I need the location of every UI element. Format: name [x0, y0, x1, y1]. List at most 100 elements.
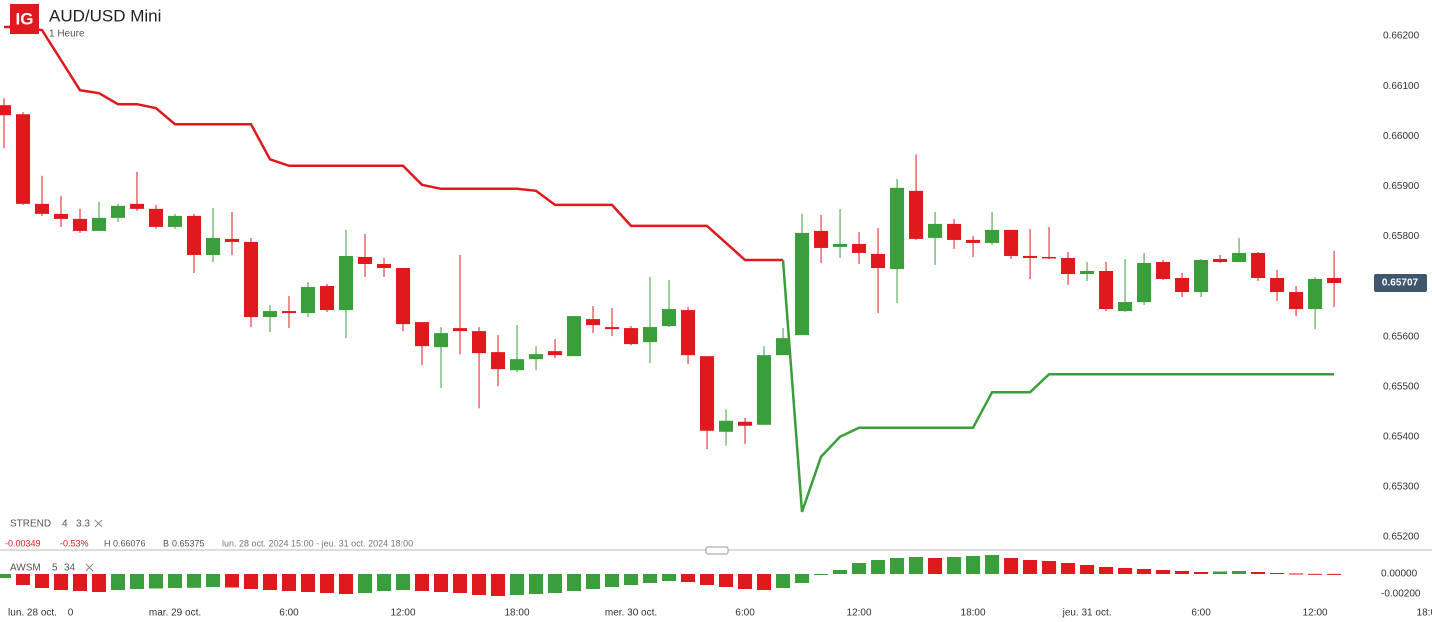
oscillator-bar — [1061, 563, 1076, 574]
candle-body — [776, 338, 791, 356]
candle-body — [91, 217, 107, 231]
oscillator-bar — [757, 574, 772, 590]
candle-body — [357, 256, 373, 264]
x-tick-label: 18:00 — [505, 608, 530, 619]
candle-body — [414, 322, 430, 347]
candle-body — [1213, 258, 1228, 262]
close-icon[interactable] — [85, 563, 94, 572]
y-tick-label: 0.65300 — [1383, 482, 1420, 493]
oscillator-bar — [776, 574, 791, 588]
oscillator-bar — [795, 574, 810, 583]
candle-body — [1232, 252, 1247, 262]
oscillator-bar — [833, 570, 848, 574]
oscillator-bar — [471, 574, 487, 595]
candle-body — [1023, 255, 1038, 258]
candle-body — [757, 355, 772, 425]
candle-body — [681, 310, 696, 356]
candle-body — [490, 352, 506, 370]
y-tick-label: 0.65500 — [1383, 381, 1420, 392]
oscillator-bar — [186, 574, 202, 588]
candle-body — [871, 253, 886, 268]
candle-body — [966, 239, 981, 243]
x-tick-label: mer. 30 oct. — [605, 608, 657, 619]
oscillator-bar — [643, 574, 658, 583]
oscillator-bar — [243, 574, 259, 589]
oscillator-bar — [53, 574, 69, 590]
x-tick-label: 18:00 — [961, 608, 986, 619]
oscillator-bar — [395, 574, 411, 590]
oscillator-bar — [1042, 561, 1057, 574]
candle-body — [890, 187, 905, 269]
high-value: 0.66076 — [113, 538, 146, 548]
y-tick-label: 0.65400 — [1383, 431, 1420, 442]
oscillator-bar — [1137, 569, 1152, 574]
oscillator-bar — [15, 574, 31, 585]
oscillator-bar — [490, 574, 506, 596]
y-tick-label: 0.66200 — [1383, 31, 1420, 42]
candle-body — [1137, 262, 1152, 303]
oscillator-bar — [110, 574, 126, 590]
x-tick-label: jeu. 31 oct. — [1062, 608, 1112, 619]
oscillator-bar — [1251, 572, 1266, 574]
x-tick-label: 18:00 — [1417, 608, 1432, 619]
last-price-label: 0.65707 — [1382, 278, 1419, 289]
resize-handle[interactable] — [705, 546, 729, 555]
x-tick-label: 12:00 — [1303, 608, 1328, 619]
candle-body — [224, 238, 240, 242]
candle-body — [300, 287, 316, 314]
candle-body — [528, 354, 544, 360]
oscillator-bar — [528, 574, 544, 594]
candle-body — [433, 333, 449, 348]
oscillator-bar — [91, 574, 107, 592]
oscillator-bar — [72, 574, 88, 591]
candle-body — [148, 208, 164, 227]
candle-body — [1099, 270, 1114, 310]
x-tick-label: 12:00 — [391, 608, 416, 619]
oscillator-bar — [433, 574, 449, 592]
candle-body — [852, 243, 867, 253]
y-tick-label: 0.65200 — [1383, 532, 1420, 543]
oscillator-bar — [357, 574, 373, 593]
oscillator-bar — [224, 574, 240, 588]
oscillator-bar — [1232, 571, 1247, 574]
low-value: 0.65375 — [172, 538, 205, 548]
logo: IG — [16, 9, 34, 28]
oscillator-bar — [1156, 570, 1171, 574]
candle-body — [585, 319, 601, 326]
oscillator-bar — [852, 563, 867, 574]
candle-body — [110, 205, 126, 218]
candle-body — [205, 237, 221, 255]
candle-body — [471, 331, 487, 354]
high-label: H — [104, 538, 111, 548]
oscillator-bar — [1118, 568, 1133, 574]
close-icon[interactable] — [94, 519, 103, 528]
oscillator-bar — [300, 574, 316, 592]
candle-body — [1175, 278, 1190, 293]
candle-body — [1080, 270, 1095, 274]
oscillator-bar — [205, 574, 221, 587]
oscillator-bar — [566, 574, 582, 591]
x-tick-label: 12:00 — [847, 608, 872, 619]
candle-body — [338, 255, 354, 311]
candle-body — [395, 267, 411, 325]
candle-body — [928, 223, 943, 238]
candle-body — [1327, 278, 1342, 284]
x-tick-label: 6:00 — [735, 608, 755, 619]
oscillator-bar — [1004, 558, 1019, 574]
y-tick-label: 0.66100 — [1383, 81, 1420, 92]
candle-body — [1156, 261, 1171, 280]
candle-body — [1251, 252, 1266, 279]
oscillator-bar — [890, 558, 905, 574]
oscillator-bar — [1289, 573, 1304, 575]
candle-body — [72, 218, 88, 231]
candle-body — [53, 213, 69, 219]
candle-body — [795, 232, 810, 336]
x-tick-label: 6:00 — [1191, 608, 1211, 619]
oscillator-bar — [547, 574, 563, 593]
y-tick-label: 0.00000 — [1381, 569, 1418, 580]
candle-body — [319, 286, 335, 311]
candle-body — [509, 359, 525, 371]
oscillator-bar — [928, 558, 943, 574]
oscillator-bar — [338, 574, 354, 594]
supertrend-line — [4, 25, 783, 262]
